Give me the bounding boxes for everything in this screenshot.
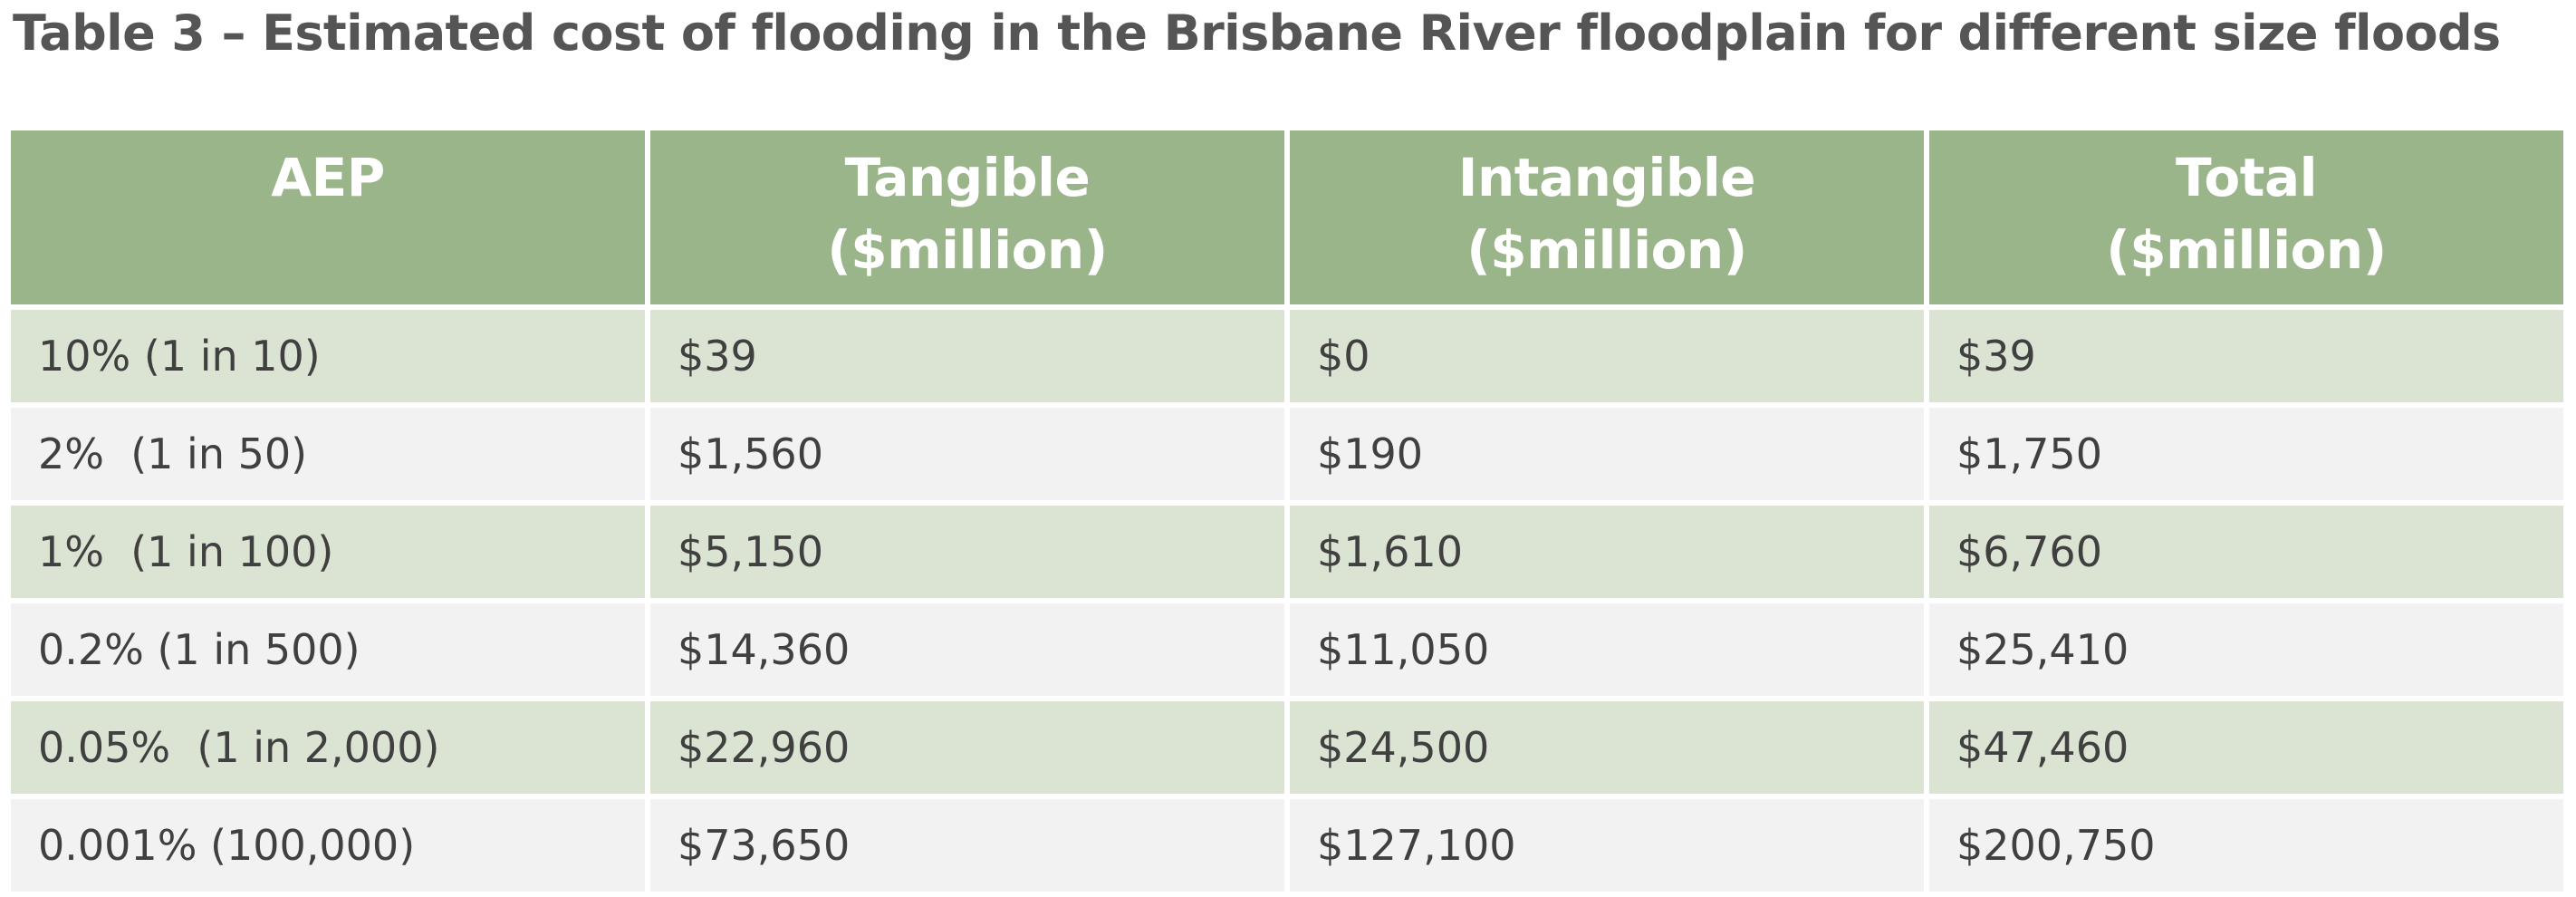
column-header-total: Total ($million) (1929, 130, 2563, 304)
cell-aep: 0.2% (1 in 500) (11, 603, 645, 696)
cell-tangible: $73,650 (650, 799, 1284, 892)
column-header-line2: ($million) (1466, 219, 1747, 281)
cell-aep: 1% (1 in 100) (11, 506, 645, 598)
cell-tangible: $1,560 (650, 408, 1284, 500)
table-row: 10% (1 in 10) $39 $0 $39 (11, 310, 2563, 402)
cell-intangible: $0 (1290, 310, 1924, 402)
cell-tangible: $22,960 (650, 701, 1284, 794)
table-body: 10% (1 in 10) $39 $0 $39 2% (1 in 50) $1… (11, 310, 2563, 892)
table-row: 1% (1 in 100) $5,150 $1,610 $6,760 (11, 506, 2563, 598)
cell-aep: 0.05% (1 in 2,000) (11, 701, 645, 794)
column-header-line2: ($million) (2106, 219, 2387, 281)
cell-total: $1,750 (1929, 408, 2563, 500)
cell-total: $25,410 (1929, 603, 2563, 696)
cell-intangible: $1,610 (1290, 506, 1924, 598)
cell-intangible: $127,100 (1290, 799, 1924, 892)
cell-total: $39 (1929, 310, 2563, 402)
cell-total: $47,460 (1929, 701, 2563, 794)
cell-aep: 2% (1 in 50) (11, 408, 645, 500)
flood-cost-table: AEP Tangible ($million) Intangible ($mil… (5, 125, 2569, 897)
table-title: Table 3 – Estimated cost of flooding in … (13, 5, 2501, 62)
column-header-tangible: Tangible ($million) (650, 130, 1284, 304)
cell-total: $200,750 (1929, 799, 2563, 892)
cell-aep: 10% (1 in 10) (11, 310, 645, 402)
column-header-line1: Total (2176, 147, 2317, 208)
column-header-line1: Tangible (844, 147, 1091, 208)
cell-intangible: $24,500 (1290, 701, 1924, 794)
cell-tangible: $5,150 (650, 506, 1284, 598)
table-row: 0.05% (1 in 2,000) $22,960 $24,500 $47,4… (11, 701, 2563, 794)
column-header-line1: Intangible (1457, 147, 1756, 208)
cell-aep: 0.001% (100,000) (11, 799, 645, 892)
table-row: 2% (1 in 50) $1,560 $190 $1,750 (11, 408, 2563, 500)
cell-total: $6,760 (1929, 506, 2563, 598)
table-row: 0.001% (100,000) $73,650 $127,100 $200,7… (11, 799, 2563, 892)
cell-tangible: $14,360 (650, 603, 1284, 696)
header-row: AEP Tangible ($million) Intangible ($mil… (11, 130, 2563, 304)
column-header-line2: ($million) (827, 219, 1108, 281)
table-row: 0.2% (1 in 500) $14,360 $11,050 $25,410 (11, 603, 2563, 696)
table-header: AEP Tangible ($million) Intangible ($mil… (11, 130, 2563, 304)
cell-intangible: $190 (1290, 408, 1924, 500)
cell-tangible: $39 (650, 310, 1284, 402)
column-header-aep: AEP (11, 130, 645, 304)
cell-intangible: $11,050 (1290, 603, 1924, 696)
column-header-intangible: Intangible ($million) (1290, 130, 1924, 304)
column-header-line1: AEP (271, 147, 385, 208)
